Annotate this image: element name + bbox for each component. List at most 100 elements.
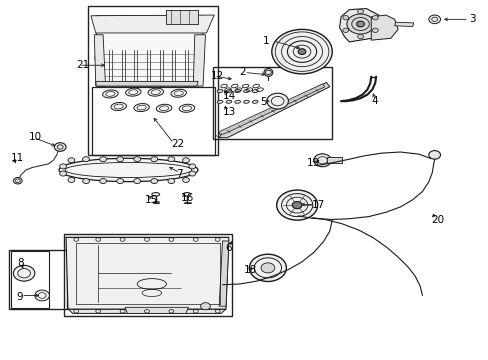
Ellipse shape xyxy=(243,90,249,93)
Circle shape xyxy=(68,158,75,163)
Ellipse shape xyxy=(217,100,223,103)
Polygon shape xyxy=(94,35,105,86)
Circle shape xyxy=(60,164,66,169)
Ellipse shape xyxy=(252,90,258,93)
Bar xyxy=(327,157,341,163)
Circle shape xyxy=(428,150,440,159)
Bar xyxy=(9,250,67,309)
Polygon shape xyxy=(68,309,225,314)
Bar xyxy=(166,10,198,24)
Circle shape xyxy=(200,303,210,310)
Text: 5: 5 xyxy=(260,97,266,107)
Text: 19: 19 xyxy=(306,158,320,168)
Circle shape xyxy=(35,290,49,301)
Text: 1: 1 xyxy=(263,36,269,46)
Text: 17: 17 xyxy=(311,200,325,210)
Bar xyxy=(212,67,331,139)
Ellipse shape xyxy=(59,158,198,181)
Circle shape xyxy=(342,15,348,20)
Polygon shape xyxy=(66,237,228,309)
Polygon shape xyxy=(66,237,228,242)
Text: 15: 15 xyxy=(144,195,158,205)
Circle shape xyxy=(292,202,302,209)
Circle shape xyxy=(13,265,35,281)
Text: 12: 12 xyxy=(210,71,223,81)
Bar xyxy=(11,251,49,308)
Ellipse shape xyxy=(234,90,240,93)
Circle shape xyxy=(428,15,440,24)
Ellipse shape xyxy=(234,100,240,103)
Circle shape xyxy=(167,157,174,162)
Ellipse shape xyxy=(252,100,258,103)
Circle shape xyxy=(313,154,330,167)
Text: 22: 22 xyxy=(171,139,184,149)
Polygon shape xyxy=(219,241,228,306)
Circle shape xyxy=(151,157,158,162)
Text: 10: 10 xyxy=(29,132,42,142)
Ellipse shape xyxy=(102,90,118,98)
Text: 9: 9 xyxy=(17,292,23,302)
Text: 8: 8 xyxy=(17,258,23,268)
Circle shape xyxy=(100,157,106,162)
Polygon shape xyxy=(219,82,329,138)
Circle shape xyxy=(188,164,195,169)
Text: 13: 13 xyxy=(222,107,235,117)
Text: 6: 6 xyxy=(224,243,231,253)
Ellipse shape xyxy=(179,104,194,112)
Ellipse shape xyxy=(264,68,272,76)
Polygon shape xyxy=(370,15,397,40)
Circle shape xyxy=(182,158,189,163)
Ellipse shape xyxy=(171,89,186,97)
Circle shape xyxy=(357,9,363,14)
Circle shape xyxy=(266,93,288,109)
Circle shape xyxy=(188,171,195,176)
Text: 16: 16 xyxy=(181,193,194,203)
Circle shape xyxy=(134,179,141,184)
Text: 14: 14 xyxy=(222,91,235,101)
Ellipse shape xyxy=(217,90,223,93)
Circle shape xyxy=(54,143,66,151)
Ellipse shape xyxy=(148,88,163,96)
Circle shape xyxy=(117,179,123,184)
Circle shape xyxy=(356,21,364,27)
Circle shape xyxy=(261,263,274,273)
Polygon shape xyxy=(91,15,214,33)
Ellipse shape xyxy=(225,90,231,93)
Polygon shape xyxy=(339,9,380,42)
Text: 7: 7 xyxy=(176,168,183,179)
Circle shape xyxy=(249,254,286,282)
Polygon shape xyxy=(96,81,198,86)
Text: 21: 21 xyxy=(76,60,89,70)
Circle shape xyxy=(372,15,378,20)
Polygon shape xyxy=(394,22,413,27)
Circle shape xyxy=(82,157,89,162)
Circle shape xyxy=(68,177,75,183)
Circle shape xyxy=(342,28,348,32)
Bar xyxy=(88,6,217,155)
Circle shape xyxy=(167,179,174,184)
Circle shape xyxy=(134,157,141,162)
Text: 18: 18 xyxy=(243,265,256,275)
Text: 20: 20 xyxy=(430,215,443,225)
Ellipse shape xyxy=(243,100,249,103)
Bar xyxy=(64,234,232,316)
Polygon shape xyxy=(193,35,205,86)
Circle shape xyxy=(151,179,158,184)
Circle shape xyxy=(117,157,123,162)
Circle shape xyxy=(276,190,317,220)
Circle shape xyxy=(13,177,22,184)
Bar xyxy=(92,87,215,155)
Circle shape xyxy=(82,179,89,184)
Ellipse shape xyxy=(156,104,171,112)
Polygon shape xyxy=(125,307,188,314)
Circle shape xyxy=(271,30,331,74)
Text: 4: 4 xyxy=(370,96,377,106)
Circle shape xyxy=(182,177,189,183)
Circle shape xyxy=(357,35,363,39)
Polygon shape xyxy=(219,84,325,134)
Ellipse shape xyxy=(152,193,159,196)
Text: 3: 3 xyxy=(468,14,474,24)
Circle shape xyxy=(298,49,305,54)
Ellipse shape xyxy=(125,88,141,96)
Ellipse shape xyxy=(111,103,126,111)
